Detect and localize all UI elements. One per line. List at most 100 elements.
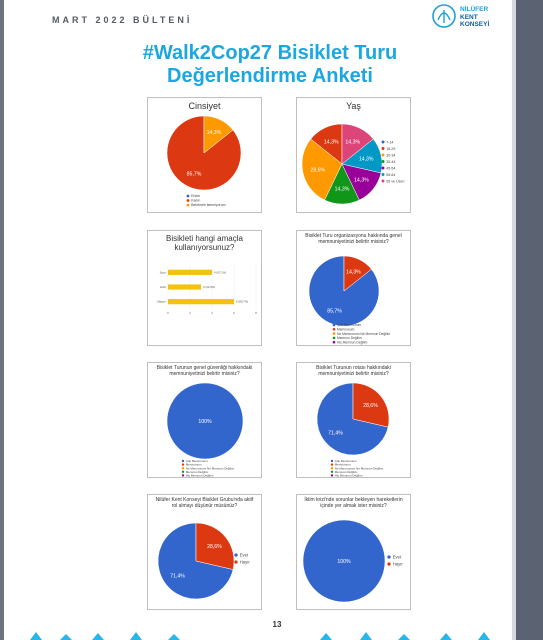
title-line: Değerlendirme Anketi: [167, 65, 373, 87]
legend-swatch: [181, 470, 185, 473]
legend-swatch: [381, 166, 385, 170]
header-title: MART 2022 BÜLTENİ: [52, 15, 193, 25]
value-label: 6 (85,7%): [236, 300, 248, 304]
legend-swatch: [330, 463, 334, 466]
legend-label: Ne Memnunum Ne Memnun Değilim: [337, 332, 391, 336]
title-line: #Walk2Cop27 Bisiklet Turu: [142, 42, 398, 64]
legend-label: Kadın: [191, 199, 200, 203]
pie-slice: [157, 522, 234, 600]
chart-title: Cinsiyet: [188, 101, 221, 111]
legend-swatch: [332, 327, 336, 331]
value-label: 3 (42,9%): [203, 285, 215, 289]
y-tick-label: Hobi: [160, 285, 167, 289]
pie-slice: [195, 522, 235, 570]
pie-slice: [341, 123, 374, 165]
legend-swatch: [181, 467, 185, 470]
legend-label: 18-29: [386, 147, 395, 151]
legend-label: Hiç Memnun Değilim: [335, 473, 363, 477]
logo-line: KONSEYİ: [460, 21, 490, 28]
legend-swatch: [186, 194, 190, 198]
legend-label: 55-64: [386, 173, 395, 177]
legend-label: Ne Memnunum Ne Memnun Değilim: [335, 466, 384, 470]
chart-card: 85,7% 14,3% Çok Memnunum Memnunum Ne Memnunu…: [296, 230, 411, 346]
main-title: #Walk2Cop27 Bisiklet Turu Değerlendirme …: [60, 42, 480, 88]
chart-title: Bisiklet Turu organizasyonu hakkında gen…: [305, 233, 402, 245]
pie-slice: [316, 382, 389, 456]
legend-swatch: [330, 474, 334, 477]
legend-label: Erkek: [191, 194, 200, 198]
pie-slice: [343, 255, 372, 292]
legend-label: Çok Memnunum: [186, 459, 209, 463]
bar: [168, 284, 201, 290]
logo-text: NİLÜFER KENT KONSEYİ: [460, 6, 489, 29]
bar: [168, 269, 212, 275]
chart-title: Nilüfer Kent Konseyi Bisiklet Grubu'nda …: [155, 497, 254, 509]
page-shadow: [512, 0, 516, 640]
legend-label: Memnun Değilim: [335, 470, 358, 474]
legend-label: Hiç Memnun Değilim: [337, 340, 368, 344]
legend-swatch: [381, 173, 385, 176]
legend-swatch: [181, 474, 185, 477]
slice-label: 85,7%: [187, 171, 202, 177]
chart-title: Bisiklet Turunun genel güvenliği hakkınd…: [156, 365, 253, 377]
legend-swatch: [332, 336, 336, 340]
logo-icon: [432, 4, 456, 28]
chart: 0 2 4 6 8 Spor 4 (57,1%) Hobi 3 (42,9%) Ulaşım 6 (…: [157, 265, 257, 315]
x-tick-label: 2: [189, 311, 191, 315]
legend-label: 30-34: [386, 153, 395, 157]
slice-label: 14,3%: [335, 187, 350, 193]
chart-title: Bisikleti hangi amaçla kullanıyorsunuz?: [166, 234, 243, 253]
legend-swatch: [234, 553, 238, 557]
slice-label: 14,3%: [346, 269, 361, 275]
left-edge: [0, 0, 4, 640]
legend-label: Belirtmek istemiyorum: [191, 203, 226, 207]
slice-label: 28,6%: [207, 544, 222, 550]
legend-swatch: [234, 560, 238, 564]
legend-swatch: [381, 153, 385, 157]
pie-slice: [301, 138, 343, 201]
legend-swatch: [330, 467, 334, 470]
legend-swatch: [381, 179, 385, 183]
legend-swatch: [387, 562, 391, 566]
slice-label: 28,6%: [363, 403, 378, 409]
slice-label: 100%: [337, 559, 351, 565]
legend-swatch: [330, 470, 334, 473]
chart: 71,4% 28,6% Evet Hayır: [157, 522, 250, 600]
pie-slice: [302, 519, 386, 603]
legend-swatch: [381, 140, 385, 144]
legend-swatch: [332, 323, 336, 327]
chart: 14,3% 28,6% 14,3% 14,3% 14,3% 14,3% 7-14 18-29 3…: [301, 123, 405, 205]
bottom-decoration: [30, 632, 490, 640]
legend-label: Ne Memnunum Ne Memnun Değilim: [186, 466, 235, 470]
chart-card: 100% Çok Memnunum Memnunum Ne Memnunum Ne M…: [147, 362, 262, 478]
chart: 100% Evet Hayır: [302, 519, 404, 603]
legend-swatch: [186, 203, 190, 207]
page-number: 13: [272, 620, 282, 629]
slice-label: 71,4%: [328, 431, 343, 437]
legend-label: Hayır: [393, 561, 404, 566]
logo-line: KENT: [460, 13, 478, 21]
chart-card: 14,3% 28,6% 14,3% 14,3% 14,3% 14,3% 7-14 18-29 3…: [296, 97, 411, 213]
legend-label: Memnunum: [337, 327, 355, 331]
x-tick-label: 0: [167, 311, 169, 315]
legend-swatch: [332, 332, 336, 335]
legend-label: Evet: [393, 554, 402, 559]
legend-label: 7-14: [386, 140, 393, 144]
legend-label: 35-44: [386, 160, 395, 164]
y-tick-label: Spor: [160, 270, 166, 274]
pie-slice: [166, 115, 242, 191]
slice-label: 14,3%: [207, 130, 222, 136]
legend-swatch: [181, 463, 185, 466]
logo-line: NİLÜFER: [460, 6, 489, 13]
slice-label: 100%: [198, 419, 212, 425]
x-tick-label: 8: [255, 311, 257, 315]
chart-card: 71,4% 28,6% Evet Hayır Nilüfer Kent Konseyi …: [147, 494, 262, 610]
chart-card: 71,4% 28,6% Çok Memnunum Memnunum Ne Memnunu…: [296, 362, 411, 478]
slice-label: 85,7%: [327, 308, 342, 314]
